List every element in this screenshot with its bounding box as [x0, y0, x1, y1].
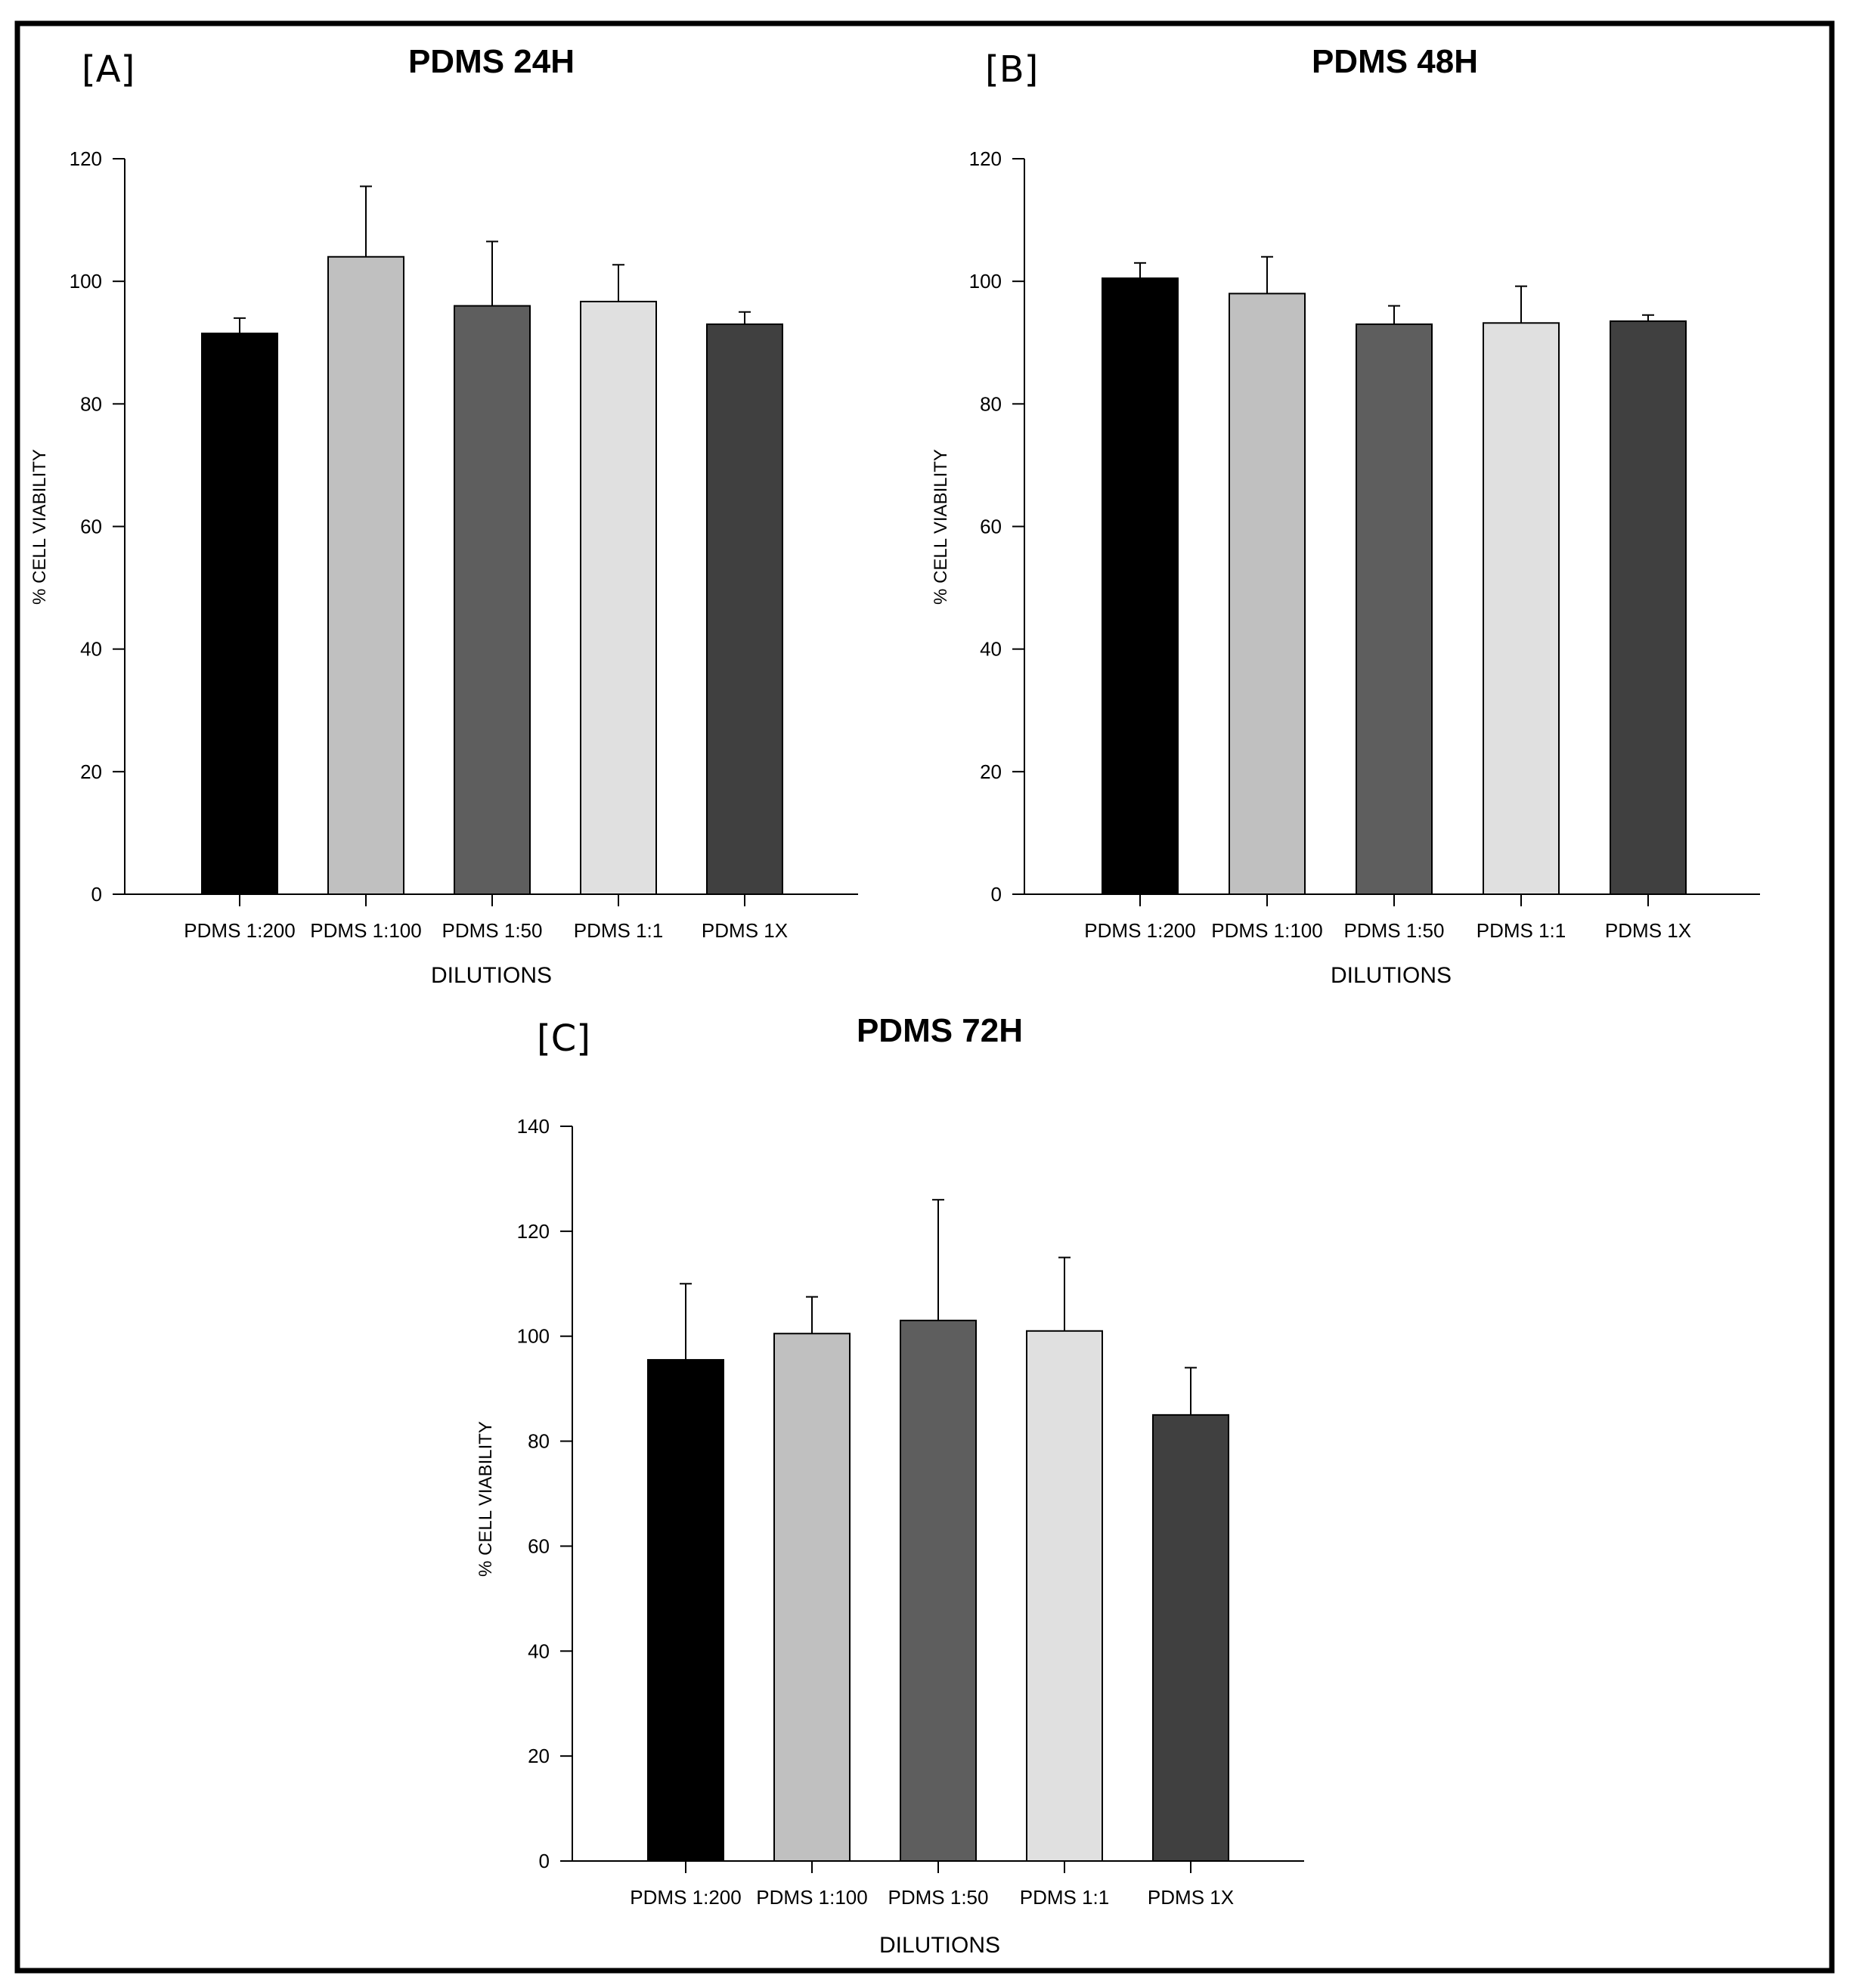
panel-label-b: [B] [985, 48, 1038, 91]
x-tick-label-b: PDMS 1:50 [1344, 919, 1445, 942]
y-tick-label-c: 0 [539, 1850, 550, 1872]
y-axis-label-c: % CELL VIABILITY [476, 1421, 496, 1577]
x-tick-label-a: PDMS 1:1 [574, 919, 664, 942]
y-tick-label-b: 60 [980, 516, 1002, 538]
chart-title-b: PDMS 48H [1312, 43, 1478, 80]
x-tick-label-c: PDMS 1:50 [888, 1886, 989, 1909]
x-tick-label-b: PDMS 1:1 [1477, 919, 1566, 942]
plot-area-c: 0 20 40 60 80 100 120 140 PDMS 1:200 PDMS 1:100 PD… [517, 1115, 1304, 1909]
x-tick-label-a: PDMS 1:200 [184, 919, 295, 942]
y-tick-label-c: 40 [528, 1640, 550, 1662]
chart-title-c: PDMS 72H [857, 1012, 1023, 1049]
plot-area-b: 0 20 40 60 80 100 120 PDMS 1:200 PDMS 1:100 PDMS … [969, 147, 1760, 942]
y-axis-label-a: % CELL VIABILITY [29, 449, 50, 605]
bar-a-5 [706, 323, 783, 895]
y-tick-label-a: 40 [80, 638, 102, 661]
y-tick-label-c: 140 [517, 1115, 550, 1138]
bar-c-3 [900, 1319, 977, 1862]
y-tick-label-c: 20 [528, 1745, 550, 1767]
bar-a-2 [327, 255, 404, 895]
y-tick-label-b: 100 [969, 270, 1002, 293]
y-tick-label-c: 100 [517, 1325, 550, 1348]
y-tick-label-b: 40 [980, 638, 1002, 661]
y-tick-label-b: 0 [991, 883, 1002, 906]
y-axis-label-b: % CELL VIABILITY [931, 449, 951, 605]
bar-c-4 [1026, 1330, 1103, 1863]
bar-c-1 [647, 1358, 724, 1862]
x-axis-label-b: DILUTIONS [1331, 963, 1452, 988]
bar-b-2 [1229, 293, 1306, 895]
y-tick-label-a: 0 [91, 883, 102, 906]
chart-title-a: PDMS 24H [408, 43, 575, 80]
y-tick-label-b: 80 [980, 392, 1002, 415]
panel-c: [C] PDMS 72H DILUTIONS % CELL VIABILITY [476, 1012, 1023, 1958]
x-tick-label-b: PDMS 1:100 [1211, 919, 1322, 942]
y-tick-label-c: 120 [517, 1220, 550, 1243]
bar-c-5 [1152, 1414, 1229, 1863]
panel-b: [B] PDMS 48H DILUTIONS % CELL VIABILITY [931, 43, 1478, 988]
x-tick-label-c: PDMS 1:1 [1020, 1886, 1110, 1909]
y-tick-label-b: 20 [980, 760, 1002, 783]
x-axis-label-c: DILUTIONS [879, 1933, 1000, 1958]
y-tick-label-a: 60 [80, 516, 102, 538]
y-tick-label-c: 80 [528, 1430, 550, 1453]
y-tick-label-a: 120 [70, 147, 102, 170]
x-tick-label-c: PDMS 1:100 [756, 1886, 867, 1909]
x-tick-label-a: PDMS 1:50 [442, 919, 543, 942]
y-tick-label-a: 100 [70, 270, 102, 293]
bar-b-1 [1102, 277, 1179, 895]
outer-frame [14, 20, 1835, 1974]
plot-area-a: 0 20 40 60 80 100 120 PDMS 1:200 PDMS 1:100 PDMS … [70, 147, 858, 942]
x-tick-label-c: PDMS 1:200 [630, 1886, 741, 1909]
bar-a-3 [454, 305, 531, 896]
x-tick-label-c: PDMS 1X [1148, 1886, 1234, 1909]
bar-b-4 [1483, 322, 1560, 895]
bar-a-4 [580, 300, 657, 895]
x-tick-label-b: PDMS 1X [1605, 919, 1691, 942]
x-tick-label-a: PDMS 1X [702, 919, 788, 942]
panel-label-a: [A] [82, 48, 135, 91]
y-tick-label-a: 20 [80, 760, 102, 783]
panel-label-c: [C] [537, 1017, 590, 1060]
panel-a: [A] PDMS 24H DILUTIONS % CELL VIABILITY [29, 43, 575, 988]
x-axis-label-a: DILUTIONS [431, 963, 552, 988]
x-tick-label-b: PDMS 1:200 [1084, 919, 1195, 942]
bar-b-5 [1610, 320, 1687, 895]
y-tick-label-c: 60 [528, 1534, 550, 1557]
y-tick-label-b: 120 [969, 147, 1002, 170]
x-tick-label-a: PDMS 1:100 [310, 919, 421, 942]
bar-a-1 [201, 333, 278, 895]
bar-b-3 [1356, 323, 1433, 895]
bar-c-2 [773, 1333, 851, 1862]
y-tick-label-a: 80 [80, 392, 102, 415]
